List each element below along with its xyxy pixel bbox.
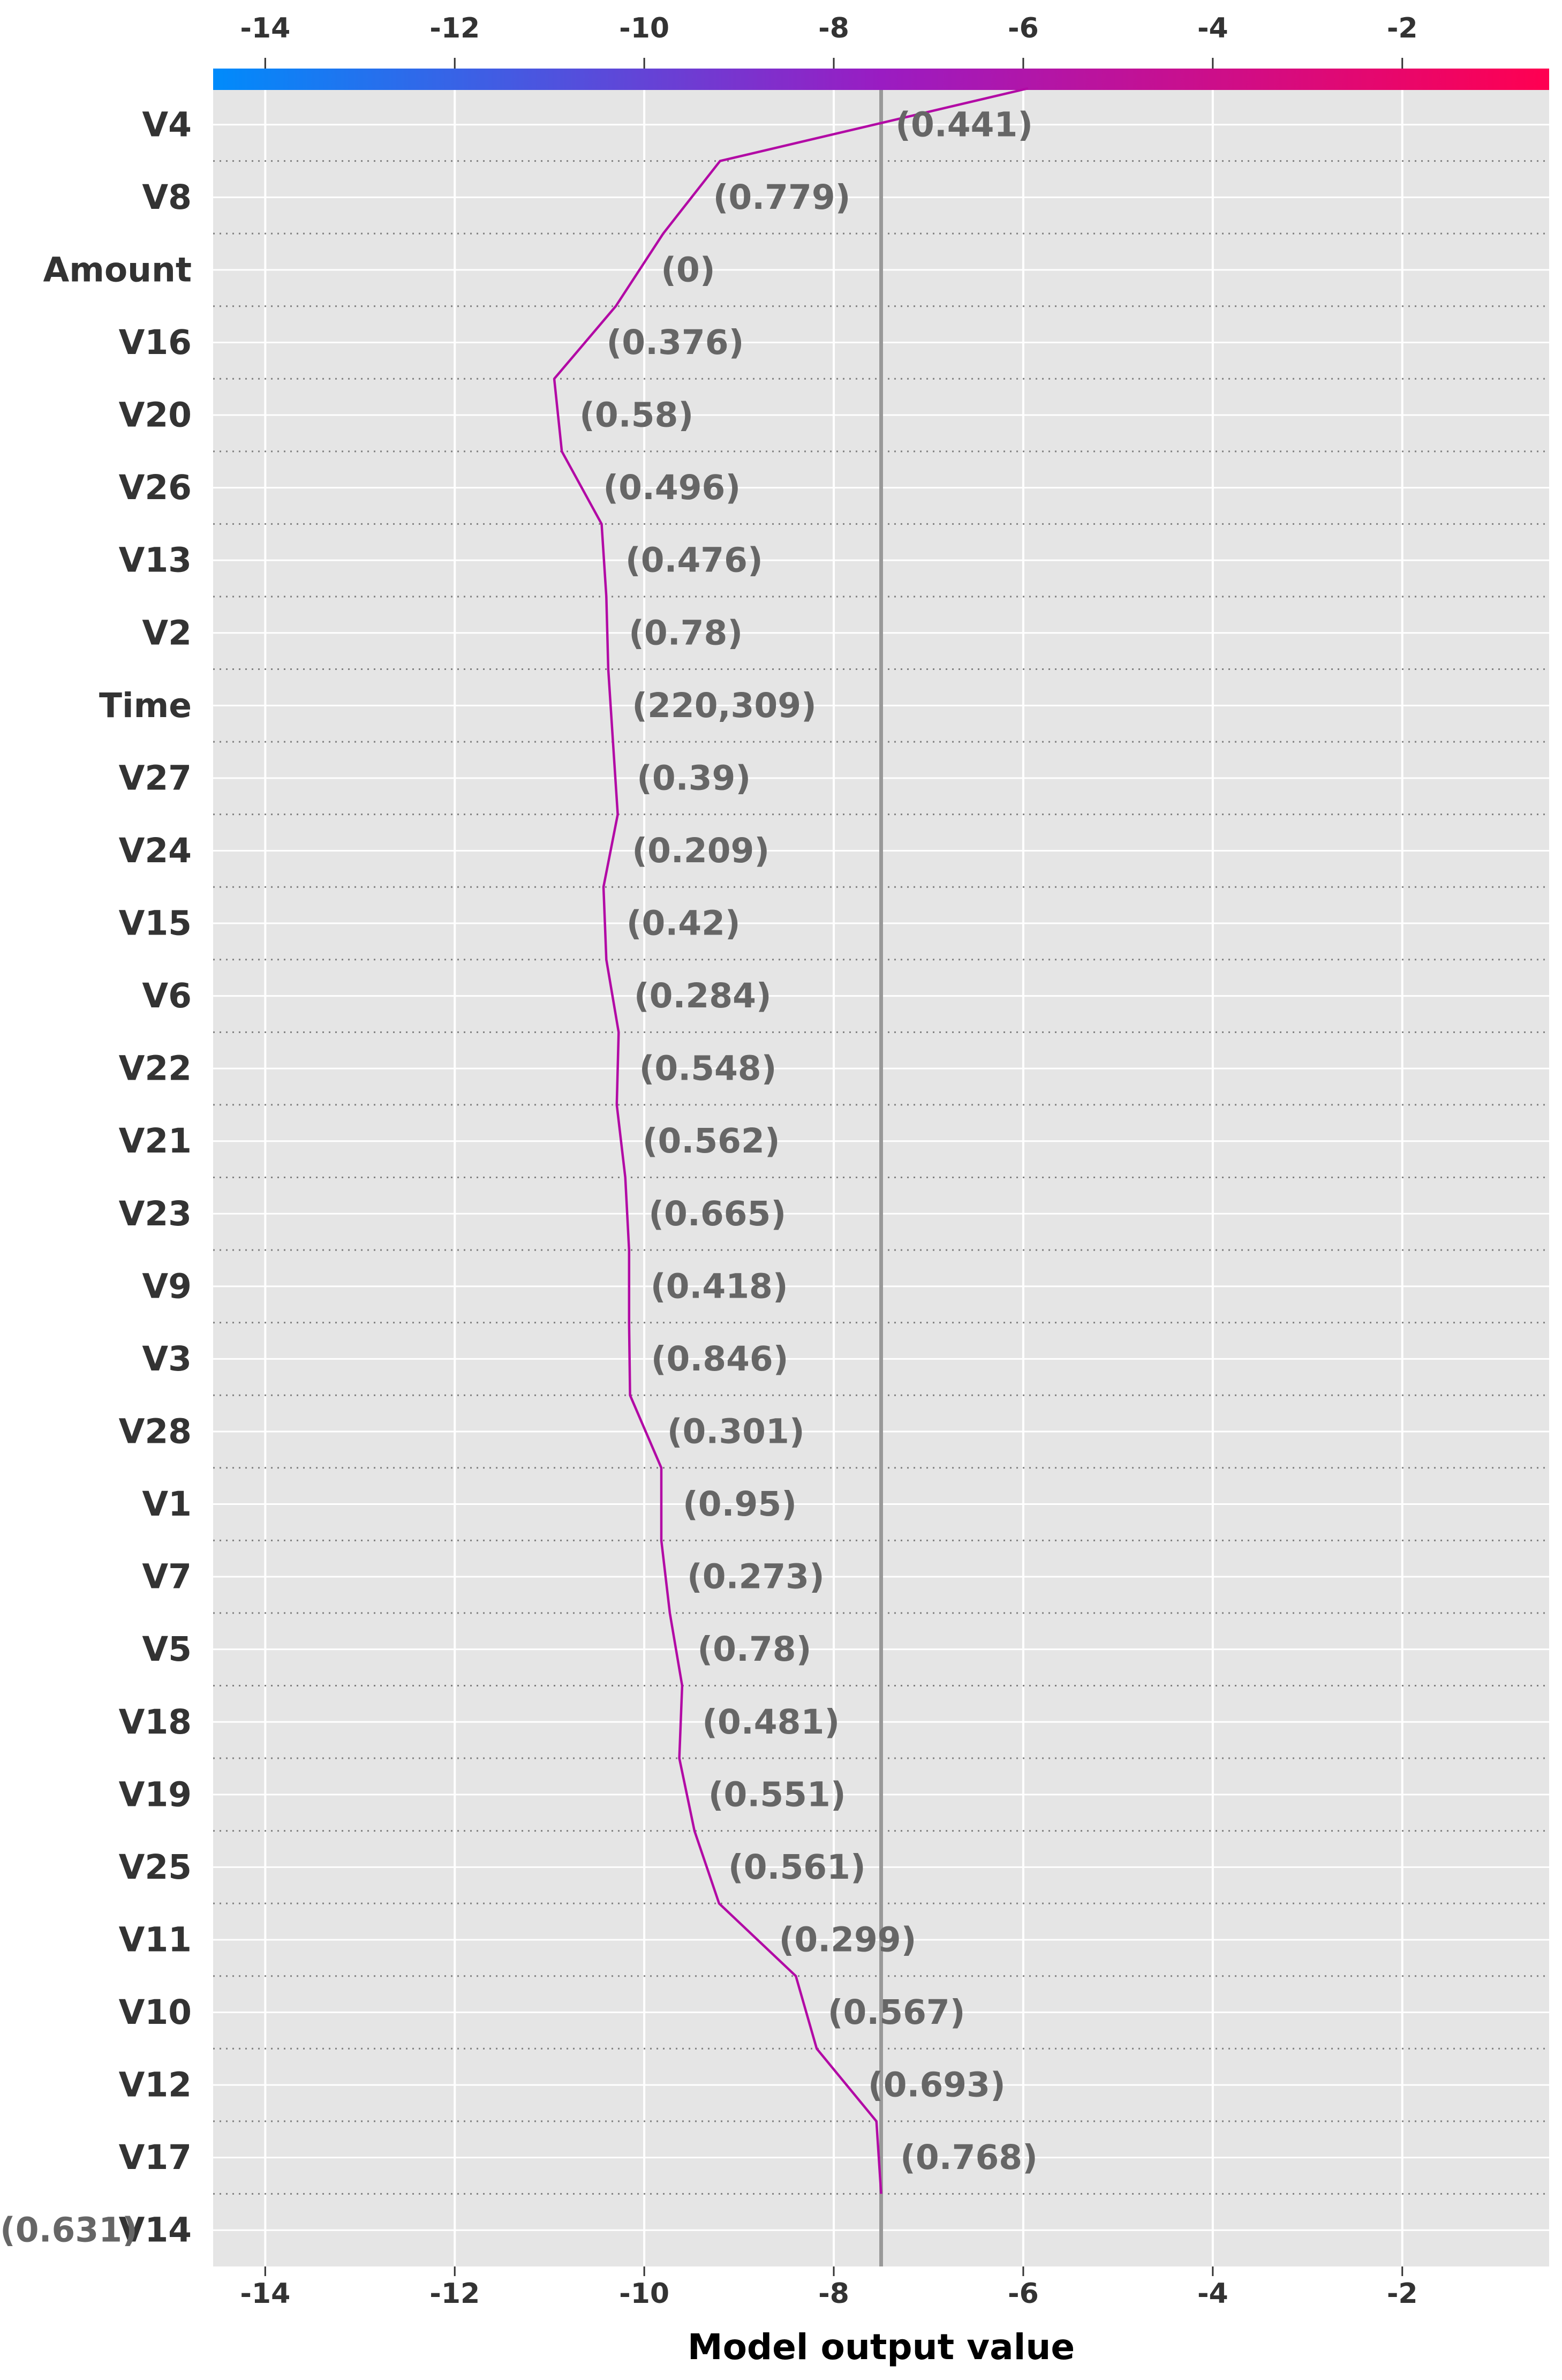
feature-value-label: (0.284) [634, 976, 772, 1015]
feature-value-label: (0.846) [651, 1339, 789, 1379]
feature-value-label: (0.548) [639, 1049, 777, 1088]
decision-line [553, 87, 1029, 2194]
feature-label-v11: V11 [119, 1920, 192, 1959]
colorbar [213, 69, 1549, 90]
feature-value-label: (0.273) [687, 1557, 825, 1596]
feature-label-v5: V5 [142, 1630, 192, 1669]
x-axis-top: -14 -12 -10 -8 -6 -4 -2 [240, 12, 1418, 69]
x-tick-label: -4 [1197, 12, 1228, 44]
feature-label-v9: V9 [142, 1267, 192, 1306]
feature-labels: V4 V8 Amount V16 V20 V26 V13 V2 Time V27 V24 V15 V6 V… [43, 105, 192, 2249]
feature-value-label: (0.551) [708, 1775, 846, 1814]
feature-value-label: (0.95) [683, 1485, 797, 1524]
feature-value-label: (0.631) [0, 2211, 138, 2250]
feature-label-v8: V8 [142, 178, 192, 217]
feature-value-label: (0.301) [667, 1412, 805, 1451]
feature-label-v1: V1 [142, 1485, 192, 1524]
feature-value-labels: (0.441) (0.779) (0) (0.376) (0.58) (0.496) (0.… [0, 105, 1038, 2249]
x-tick-label: -2 [1387, 12, 1418, 44]
x-tick-label: -6 [1008, 2278, 1039, 2310]
feature-label-v18: V18 [119, 1703, 192, 1742]
x-tick-label: -12 [429, 2278, 480, 2310]
feature-label-v2: V2 [142, 613, 192, 652]
x-axis-bottom: -14 -12 -10 -8 -6 -4 -2 [240, 2266, 1418, 2310]
feature-value-label: (0.665) [648, 1194, 786, 1233]
feature-value-label: (0.496) [603, 468, 741, 507]
feature-value-label: (0.561) [728, 1848, 866, 1887]
feature-label-v25: V25 [119, 1848, 192, 1887]
feature-label-v7: V7 [142, 1557, 192, 1596]
x-tick-label: -12 [429, 12, 480, 44]
colorbar-gradient [213, 69, 1549, 90]
feature-label-v15: V15 [119, 904, 192, 943]
feature-value-label: (0.39) [637, 758, 751, 797]
feature-label-v17: V17 [119, 2138, 192, 2177]
feature-label-v21: V21 [119, 1121, 192, 1161]
feature-label-v12: V12 [119, 2066, 192, 2105]
decision-path [553, 87, 1029, 2194]
feature-label-v26: V26 [119, 468, 192, 507]
feature-label-v10: V10 [119, 1993, 192, 2032]
x-tick-label: -14 [240, 12, 290, 44]
feature-label-v6: V6 [142, 976, 192, 1015]
x-tick-label: -4 [1197, 2278, 1228, 2310]
feature-label-v22: V22 [119, 1049, 192, 1088]
feature-value-label: (0.441) [895, 105, 1033, 144]
feature-value-label: (0.42) [627, 904, 741, 943]
feature-value-label: (0.209) [632, 831, 769, 870]
feature-label-v23: V23 [119, 1194, 192, 1233]
feature-label-time: Time [99, 686, 192, 725]
x-axis-title: Model output value [688, 2326, 1075, 2368]
feature-value-label: (0.376) [607, 323, 744, 362]
feature-value-label: (0.693) [868, 2066, 1006, 2105]
feature-value-label: (0.418) [651, 1267, 788, 1306]
feature-label-amount: Amount [43, 250, 192, 289]
feature-label-v14: V14 [119, 2211, 192, 2250]
x-tick-label: -8 [818, 2278, 849, 2310]
feature-label-v20: V20 [119, 396, 192, 435]
feature-value-label: (0.476) [625, 541, 763, 580]
feature-value-label: (0.481) [702, 1703, 840, 1742]
feature-label-v4: V4 [142, 105, 192, 144]
feature-label-v28: V28 [119, 1412, 192, 1451]
x-tick-label: -8 [818, 12, 849, 44]
feature-label-v16: V16 [119, 323, 192, 362]
feature-value-label: (0) [661, 250, 715, 289]
x-tick-label: -10 [619, 2278, 669, 2310]
feature-label-v24: V24 [119, 831, 192, 870]
feature-label-v3: V3 [142, 1339, 192, 1379]
x-tick-label: -14 [240, 2278, 290, 2310]
feature-value-label: (0.78) [697, 1630, 811, 1669]
feature-value-label: (0.78) [629, 613, 743, 652]
feature-value-label: (0.299) [779, 1920, 917, 1959]
feature-value-label: (0.768) [900, 2138, 1038, 2177]
feature-label-v19: V19 [119, 1775, 192, 1814]
feature-value-label: (220,309) [632, 686, 817, 725]
feature-value-label: (0.562) [643, 1121, 780, 1161]
x-tick-label: -2 [1387, 2278, 1418, 2310]
x-tick-label: -6 [1008, 12, 1039, 44]
feature-value-label: (0.58) [579, 396, 693, 435]
feature-value-label: (0.779) [713, 178, 851, 217]
feature-label-v13: V13 [119, 541, 192, 580]
feature-value-label: (0.567) [828, 1993, 965, 2032]
feature-label-v27: V27 [119, 758, 192, 797]
x-tick-label: -10 [619, 12, 669, 44]
